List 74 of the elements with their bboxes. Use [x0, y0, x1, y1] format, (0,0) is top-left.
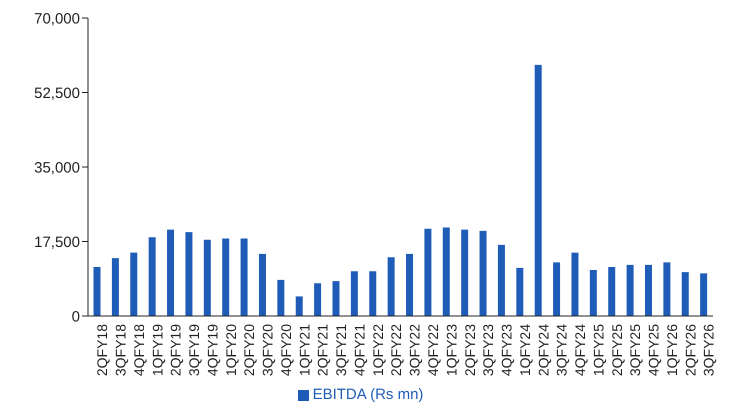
x-tick-label: 2QFY21: [314, 324, 331, 376]
x-tick-label: 2QFY18: [94, 324, 110, 376]
x-tick-label: 1QFY21: [296, 324, 312, 376]
bar: [553, 262, 560, 316]
legend-label: EBITDA (Rs mn): [312, 386, 424, 403]
x-tick-label: 4QFY20: [278, 324, 294, 376]
x-tick-label: 2QFY20: [241, 324, 258, 376]
bar: [222, 238, 230, 316]
x-tick-label: 3QFY26: [700, 324, 717, 376]
x-tick-label: 2QFY24: [535, 324, 552, 376]
bar: [167, 230, 174, 316]
bar: [185, 232, 192, 316]
x-tick-label: 3QFY25: [627, 324, 644, 376]
bar: [332, 281, 340, 316]
bar: [626, 264, 634, 316]
bar: [700, 273, 708, 316]
bar: [534, 64, 542, 316]
bar: [571, 252, 578, 316]
x-tick-label: 4QFY18: [130, 324, 147, 376]
x-tick-label: 3QFY21: [333, 324, 350, 376]
bar: [296, 296, 303, 316]
bar: [608, 267, 616, 316]
bar: [663, 262, 670, 316]
bar: [148, 237, 156, 316]
y-tick-label: 35,000: [34, 159, 80, 176]
x-tick-label: 2QFY26: [682, 324, 698, 376]
x-tick-label: 1QFY22: [370, 324, 386, 376]
bar: [682, 272, 689, 316]
x-tick-label: 2QFY25: [608, 324, 625, 376]
bar: [461, 230, 468, 316]
y-tick-label: 0: [72, 308, 80, 326]
bar: [258, 254, 266, 316]
x-tick-label: 1QFY23: [443, 324, 460, 376]
bar: [498, 244, 505, 316]
bar: [240, 238, 248, 316]
x-tick-label: 3QFY22: [406, 324, 423, 376]
x-tick-label: 3QFY19: [186, 324, 202, 376]
x-tick-label: 1QFY20: [222, 324, 239, 376]
bar: [369, 271, 376, 316]
x-tick-label: 4QFY24: [572, 324, 588, 376]
y-tick-label: 17,500: [34, 234, 80, 251]
bar: [442, 227, 450, 316]
bar: [590, 270, 597, 316]
x-tick-label: 4QFY21: [351, 324, 368, 376]
x-tick-label: 4QFY23: [498, 324, 515, 376]
x-tick-label: 1QFY25: [590, 324, 606, 376]
x-tick-label: 3QFY24: [554, 324, 570, 376]
x-tick-label: 1QFY19: [149, 324, 166, 376]
bar: [204, 240, 211, 316]
x-tick-label: 4QFY22: [425, 324, 442, 376]
bar: [112, 258, 119, 316]
bar: [480, 230, 487, 316]
x-tick-label: 4QFY25: [646, 324, 662, 376]
x-tick-label: 2QFY19: [168, 324, 184, 376]
x-tick-label: 4QFY19: [204, 324, 220, 376]
bar: [516, 268, 524, 316]
bar: [424, 228, 432, 316]
bar: [350, 271, 358, 316]
bar: [388, 257, 395, 316]
x-tick-label: 1QFY26: [664, 324, 680, 376]
bar: [277, 280, 284, 316]
x-tick-label: 2QFY23: [462, 324, 478, 376]
y-tick-label: 70,000: [34, 10, 80, 28]
x-tick-label: 2QFY22: [388, 324, 404, 376]
x-tick-label: 3QFY20: [260, 324, 276, 376]
bar: [314, 283, 322, 316]
y-tick-label: 52,500: [34, 84, 80, 102]
x-tick-label: 3QFY23: [480, 324, 496, 376]
x-tick-label: 3QFY18: [112, 324, 129, 376]
bar: [94, 267, 101, 316]
x-tick-label: 1QFY24: [516, 324, 533, 376]
bar: [130, 252, 138, 316]
bar: [644, 264, 652, 316]
bar: [406, 254, 414, 316]
